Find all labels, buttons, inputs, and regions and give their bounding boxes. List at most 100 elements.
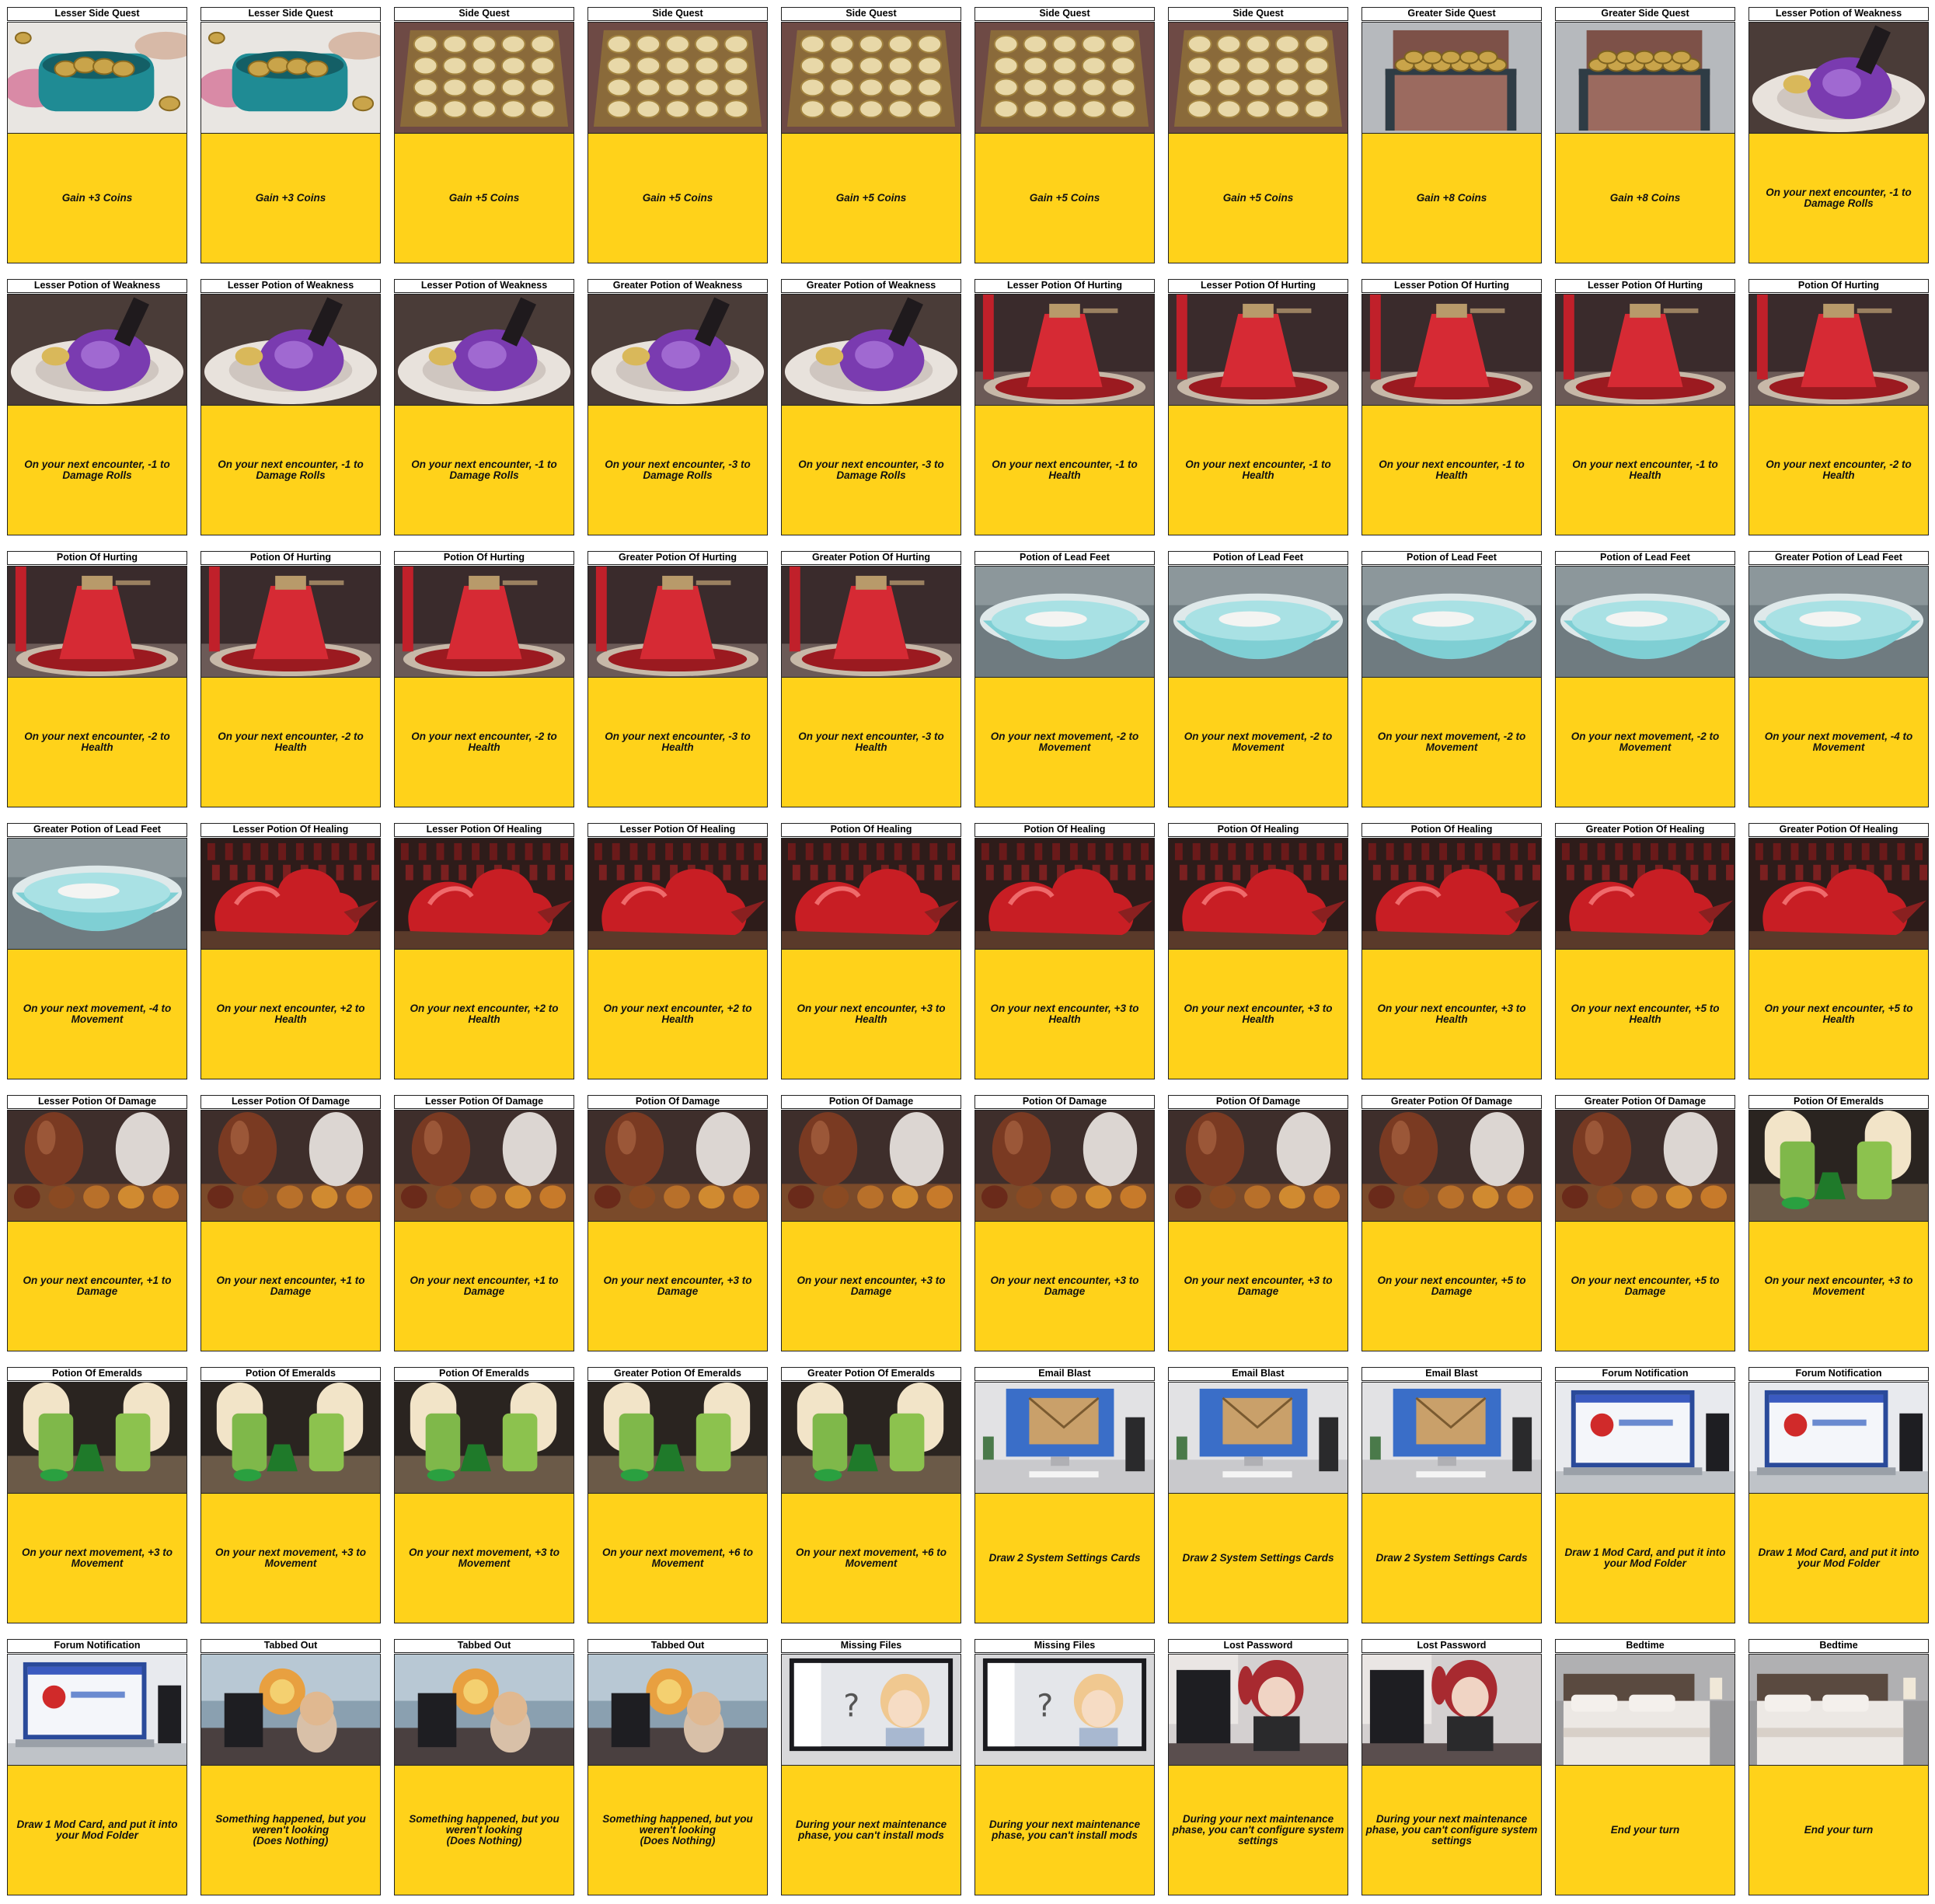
game-card[interactable]: Side Quest Gain +5 Coins: [587, 7, 768, 263]
card-title: Lesser Potion of Weakness: [7, 279, 187, 293]
card-title: Side Quest: [587, 7, 768, 21]
game-card[interactable]: Greater Potion Of Hurting On your next e…: [587, 551, 768, 807]
game-card[interactable]: Lesser Potion Of Damage On your next enc…: [7, 1095, 187, 1351]
game-card[interactable]: Greater Potion of Lead Feet On your next…: [7, 823, 187, 1079]
game-card[interactable]: Potion Of Hurting On your next encounter…: [1748, 279, 1929, 535]
game-card[interactable]: Greater Potion of Weakness On your next …: [781, 279, 961, 535]
game-card[interactable]: Potion Of Emeralds On your next movement…: [394, 1367, 574, 1623]
card-art-purple-potion: [587, 294, 768, 405]
game-card[interactable]: Lesser Potion of Weakness On your next e…: [1748, 7, 1929, 263]
game-card[interactable]: Tabbed Out Something happened, but you w…: [394, 1639, 574, 1895]
card-art-brown-vases: [1361, 1110, 1542, 1221]
card-title: Side Quest: [1168, 7, 1348, 21]
game-card[interactable]: Side Quest Gain +5 Coins: [974, 7, 1155, 263]
card-art-heart-bottle: [1361, 838, 1542, 949]
game-card[interactable]: Lesser Potion of Weakness On your next e…: [394, 279, 574, 535]
game-card[interactable]: Forum Notification Draw 1 Mod Card, and …: [7, 1639, 187, 1895]
game-card[interactable]: Greater Potion of Weakness On your next …: [587, 279, 768, 535]
game-card[interactable]: Greater Potion Of Healing On your next e…: [1748, 823, 1929, 1079]
game-card[interactable]: Lesser Side Quest Gain +3 Coins: [7, 7, 187, 263]
card-title: Lesser Potion Of Healing: [587, 823, 768, 837]
game-card[interactable]: Potion Of Hurting On your next encounter…: [394, 551, 574, 807]
card-effect-text: On your next encounter, +2 to Health: [587, 949, 768, 1079]
game-card[interactable]: Missing Files ? During your next mainten…: [974, 1639, 1155, 1895]
game-card[interactable]: Tabbed Out Something happened, but you w…: [587, 1639, 768, 1895]
game-card[interactable]: Potion of Lead Feet On your next movemen…: [1168, 551, 1348, 807]
game-card[interactable]: Lesser Potion Of Damage On your next enc…: [200, 1095, 381, 1351]
game-card[interactable]: Potion Of Healing On your next encounter…: [974, 823, 1155, 1079]
game-card[interactable]: Missing Files ? During your next mainten…: [781, 1639, 961, 1895]
card-effect-text: On your next encounter, -1 to Damage Rol…: [7, 405, 187, 535]
game-card[interactable]: Email Blast Draw 2 System Settings Cards: [1168, 1367, 1348, 1623]
card-effect-text: Draw 1 Mod Card, and put it into your Mo…: [7, 1765, 187, 1895]
game-card[interactable]: Potion Of Damage On your next encounter,…: [1168, 1095, 1348, 1351]
game-card[interactable]: Potion Of Emeralds On your next movement…: [7, 1367, 187, 1623]
game-card[interactable]: Lesser Potion Of Hurting On your next en…: [1555, 279, 1735, 535]
card-art-email-monitor: [974, 1382, 1155, 1493]
game-card[interactable]: Potion Of Hurting On your next encounter…: [7, 551, 187, 807]
card-art-green-bottles: [394, 1382, 574, 1493]
game-card[interactable]: Potion Of Healing On your next encounter…: [781, 823, 961, 1079]
game-card[interactable]: Greater Potion Of Damage On your next en…: [1361, 1095, 1542, 1351]
card-title: Tabbed Out: [587, 1639, 768, 1653]
game-card[interactable]: Lesser Potion Of Damage On your next enc…: [394, 1095, 574, 1351]
game-card[interactable]: Greater Side Quest Gain +8 Coins: [1361, 7, 1542, 263]
game-card[interactable]: Bedtime End your turn: [1748, 1639, 1929, 1895]
game-card[interactable]: Greater Side Quest Gain +8 Coins: [1555, 7, 1735, 263]
game-card[interactable]: Side Quest Gain +5 Coins: [394, 7, 574, 263]
game-card[interactable]: Lesser Potion Of Hurting On your next en…: [1168, 279, 1348, 535]
card-effect-text: On your next encounter, +3 to Health: [1168, 949, 1348, 1079]
game-card[interactable]: Greater Potion Of Emeralds On your next …: [587, 1367, 768, 1623]
game-card[interactable]: Potion Of Damage On your next encounter,…: [974, 1095, 1155, 1351]
game-card[interactable]: Tabbed Out Something happened, but you w…: [200, 1639, 381, 1895]
game-card[interactable]: Potion of Lead Feet On your next movemen…: [1361, 551, 1542, 807]
card-art-coin-tray: [781, 22, 961, 133]
svg-text:?: ?: [1037, 1688, 1053, 1724]
game-card[interactable]: Forum Notification Draw 1 Mod Card, and …: [1555, 1367, 1735, 1623]
game-card[interactable]: Greater Potion Of Emeralds On your next …: [781, 1367, 961, 1623]
game-card[interactable]: Lost Password During your next maintenan…: [1361, 1639, 1542, 1895]
game-card[interactable]: Lesser Potion of Weakness On your next e…: [7, 279, 187, 535]
card-art-red-flask: [1555, 294, 1735, 405]
game-card[interactable]: Potion Of Healing On your next encounter…: [1361, 823, 1542, 1079]
game-card[interactable]: Potion of Lead Feet On your next movemen…: [1555, 551, 1735, 807]
game-card[interactable]: Forum Notification Draw 1 Mod Card, and …: [1748, 1367, 1929, 1623]
game-card[interactable]: Side Quest Gain +5 Coins: [1168, 7, 1348, 263]
game-card[interactable]: Greater Potion Of Hurting On your next e…: [781, 551, 961, 807]
card-art-missing-files: ?: [781, 1654, 961, 1765]
card-art-tabbed-out: [587, 1654, 768, 1765]
card-title: Lesser Side Quest: [7, 7, 187, 21]
card-effect-text: During your next maintenance phase, you …: [1361, 1765, 1542, 1895]
card-effect-text: On your next encounter, -1 to Damage Rol…: [394, 405, 574, 535]
card-art-heart-bottle: [974, 838, 1155, 949]
game-card[interactable]: Bedtime End your turn: [1555, 1639, 1735, 1895]
game-card[interactable]: Lesser Side Quest Gain +3 Coins: [200, 7, 381, 263]
game-card[interactable]: Greater Potion Of Damage On your next en…: [1555, 1095, 1735, 1351]
game-card[interactable]: Potion Of Emeralds On your next movement…: [200, 1367, 381, 1623]
game-card[interactable]: Lesser Potion of Weakness On your next e…: [200, 279, 381, 535]
card-title: Bedtime: [1555, 1639, 1735, 1653]
game-card[interactable]: Potion Of Hurting On your next encounter…: [200, 551, 381, 807]
card-art-purple-potion: [394, 294, 574, 405]
game-card[interactable]: Potion Of Damage On your next encounter,…: [781, 1095, 961, 1351]
game-card[interactable]: Potion of Lead Feet On your next movemen…: [974, 551, 1155, 807]
game-card[interactable]: Greater Potion of Lead Feet On your next…: [1748, 551, 1929, 807]
game-card[interactable]: Greater Potion Of Healing On your next e…: [1555, 823, 1735, 1079]
game-card[interactable]: Potion Of Emeralds On your next encounte…: [1748, 1095, 1929, 1351]
game-card[interactable]: Email Blast Draw 2 System Settings Cards: [1361, 1367, 1542, 1623]
card-title: Potion of Lead Feet: [974, 551, 1155, 565]
game-card[interactable]: Potion Of Healing On your next encounter…: [1168, 823, 1348, 1079]
game-card[interactable]: Lesser Potion Of Hurting On your next en…: [1361, 279, 1542, 535]
game-card[interactable]: Lesser Potion Of Healing On your next en…: [587, 823, 768, 1079]
game-card[interactable]: Email Blast Draw 2 System Settings Cards: [974, 1367, 1155, 1623]
game-card[interactable]: Lesser Potion Of Healing On your next en…: [394, 823, 574, 1079]
card-art-red-flask: [1748, 294, 1929, 405]
card-title: Greater Potion Of Emeralds: [781, 1367, 961, 1381]
game-card[interactable]: Side Quest Gain +5 Coins: [781, 7, 961, 263]
game-card[interactable]: Potion Of Damage On your next encounter,…: [587, 1095, 768, 1351]
game-card[interactable]: Lost Password During your next maintenan…: [1168, 1639, 1348, 1895]
game-card[interactable]: Lesser Potion Of Healing On your next en…: [200, 823, 381, 1079]
card-art-coin-tray: [394, 22, 574, 133]
card-art-email-monitor: [1168, 1382, 1348, 1493]
game-card[interactable]: Lesser Potion Of Hurting On your next en…: [974, 279, 1155, 535]
